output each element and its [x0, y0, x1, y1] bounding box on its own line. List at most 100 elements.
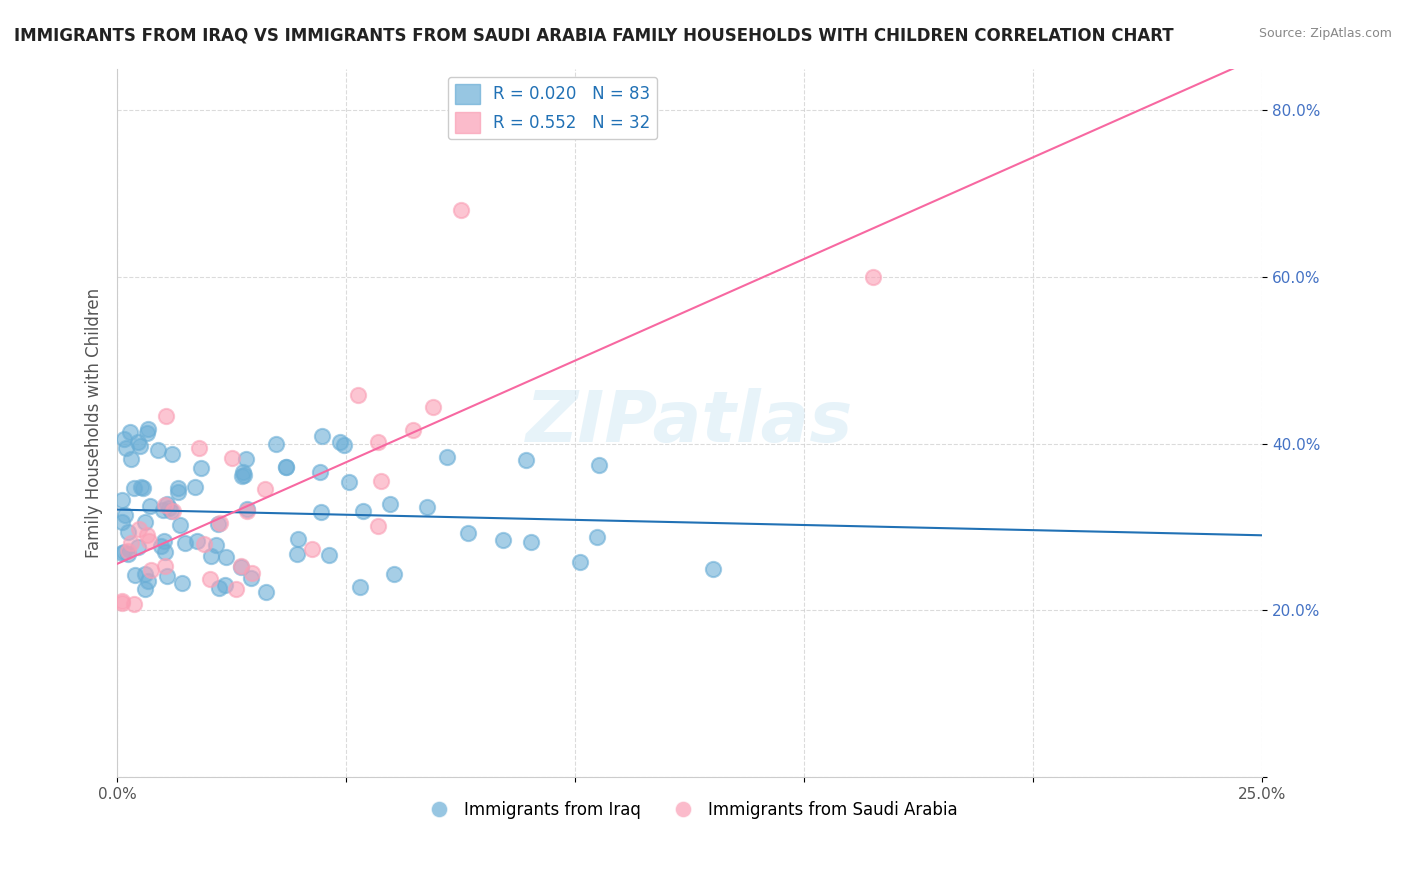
Point: [200, 549, 222, 563]
Point: [186, 533, 208, 548]
Point: [349, 580, 371, 594]
Point: [492, 533, 515, 547]
Point: [276, 459, 298, 474]
Point: [301, 542, 323, 557]
Point: [232, 465, 254, 479]
Point: [155, 409, 177, 424]
Point: [205, 538, 228, 552]
Point: [569, 556, 592, 570]
Point: [221, 451, 243, 466]
Point: [422, 400, 444, 414]
Point: [115, 442, 138, 456]
Point: [264, 437, 287, 451]
Text: Source: ZipAtlas.com: Source: ZipAtlas.com: [1258, 27, 1392, 40]
Point: [149, 539, 172, 553]
Point: [240, 566, 263, 581]
Point: [136, 422, 159, 436]
Point: [436, 450, 458, 465]
Point: [138, 534, 160, 549]
Point: [862, 269, 884, 284]
Point: [136, 574, 159, 588]
Point: [112, 544, 135, 558]
Legend: Immigrants from Iraq, Immigrants from Saudi Arabia: Immigrants from Iraq, Immigrants from Sa…: [416, 794, 965, 825]
Point: [702, 562, 724, 576]
Point: [152, 502, 174, 516]
Point: [382, 566, 405, 581]
Point: [402, 424, 425, 438]
Point: [117, 525, 139, 540]
Y-axis label: Family Households with Children: Family Households with Children: [86, 287, 103, 558]
Point: [232, 467, 254, 482]
Point: [167, 481, 190, 495]
Point: [450, 203, 472, 218]
Point: [118, 425, 141, 439]
Point: [136, 426, 159, 441]
Point: [588, 458, 610, 472]
Point: [214, 578, 236, 592]
Point: [111, 516, 134, 530]
Point: [128, 522, 150, 536]
Point: [415, 500, 437, 514]
Point: [157, 501, 180, 516]
Point: [135, 528, 157, 542]
Point: [256, 585, 278, 599]
Point: [117, 544, 139, 558]
Point: [236, 501, 259, 516]
Point: [127, 435, 149, 450]
Point: [153, 545, 176, 559]
Point: [153, 559, 176, 574]
Point: [520, 534, 543, 549]
Point: [162, 447, 184, 461]
Point: [352, 504, 374, 518]
Point: [156, 568, 179, 582]
Point: [198, 572, 221, 586]
Point: [153, 534, 176, 549]
Point: [184, 480, 207, 494]
Point: [134, 566, 156, 581]
Point: [515, 452, 537, 467]
Point: [129, 480, 152, 494]
Point: [114, 508, 136, 522]
Point: [188, 442, 211, 456]
Point: [124, 568, 146, 582]
Point: [329, 435, 352, 450]
Point: [122, 597, 145, 611]
Point: [208, 516, 231, 531]
Point: [111, 594, 134, 608]
Point: [170, 576, 193, 591]
Point: [120, 452, 142, 467]
Point: [367, 434, 389, 449]
Point: [274, 459, 297, 474]
Point: [160, 503, 183, 517]
Point: [169, 518, 191, 533]
Point: [173, 536, 195, 550]
Point: [380, 497, 402, 511]
Point: [156, 497, 179, 511]
Text: IMMIGRANTS FROM IRAQ VS IMMIGRANTS FROM SAUDI ARABIA FAMILY HOUSEHOLDS WITH CHIL: IMMIGRANTS FROM IRAQ VS IMMIGRANTS FROM …: [14, 27, 1174, 45]
Point: [166, 484, 188, 499]
Point: [207, 516, 229, 531]
Point: [586, 530, 609, 544]
Point: [285, 547, 308, 561]
Point: [117, 547, 139, 561]
Point: [254, 482, 277, 496]
Point: [229, 558, 252, 573]
Point: [318, 549, 340, 563]
Point: [309, 465, 332, 479]
Point: [231, 469, 253, 483]
Point: [141, 563, 163, 577]
Point: [111, 596, 134, 610]
Point: [153, 498, 176, 512]
Point: [139, 500, 162, 514]
Point: [127, 540, 149, 554]
Point: [225, 582, 247, 597]
Point: [148, 443, 170, 458]
Point: [215, 549, 238, 564]
Point: [134, 516, 156, 530]
Point: [235, 451, 257, 466]
Point: [309, 505, 332, 519]
Point: [162, 504, 184, 518]
Point: [333, 438, 356, 452]
Point: [190, 460, 212, 475]
Point: [120, 536, 142, 550]
